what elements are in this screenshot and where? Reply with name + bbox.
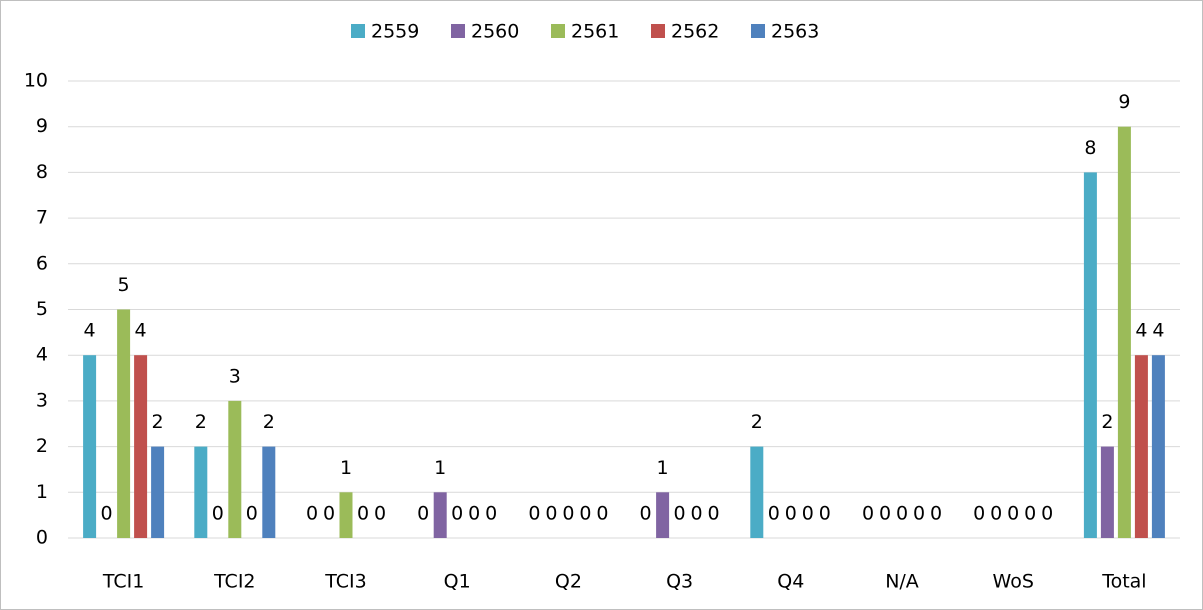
data-label: 0 (101, 503, 113, 525)
data-label: 0 (708, 503, 720, 525)
x-tick-label: Q2 (555, 571, 582, 593)
data-label: 0 (246, 503, 258, 525)
data-label: 4 (84, 320, 96, 342)
legend-label: 2561 (571, 21, 619, 43)
data-label: 0 (640, 503, 652, 525)
bar (1117, 126, 1131, 538)
x-tick-label: TCI3 (324, 571, 366, 593)
legend-swatch (551, 24, 565, 38)
data-label: 0 (1024, 503, 1036, 525)
data-label: 2 (195, 411, 207, 433)
data-label: 2 (152, 411, 164, 433)
bar (1083, 172, 1097, 538)
data-label: 0 (896, 503, 908, 525)
y-tick-label: 8 (36, 161, 48, 183)
data-label: 8 (1084, 137, 1096, 159)
y-tick-label: 0 (36, 527, 48, 549)
x-tick-label: N/A (885, 571, 919, 593)
y-tick-label: 9 (36, 115, 48, 137)
bar (83, 355, 97, 538)
data-label: 4 (1152, 320, 1164, 342)
data-label: 0 (691, 503, 703, 525)
x-tick-label: TCI1 (102, 571, 144, 593)
data-label: 0 (862, 503, 874, 525)
data-label: 0 (485, 503, 497, 525)
data-label: 0 (879, 503, 891, 525)
data-label: 0 (451, 503, 463, 525)
data-label: 0 (579, 503, 591, 525)
y-tick-label: 2 (36, 435, 48, 457)
x-tick-label: Q3 (666, 571, 693, 593)
x-tick-label: Q4 (777, 571, 804, 593)
bar (1134, 355, 1148, 538)
data-label: 0 (357, 503, 369, 525)
data-label: 2 (263, 411, 275, 433)
legend-swatch (351, 24, 365, 38)
data-label: 0 (785, 503, 797, 525)
y-tick-label: 4 (36, 344, 48, 366)
data-label: 0 (468, 503, 480, 525)
data-label: 0 (768, 503, 780, 525)
data-label: 0 (306, 503, 318, 525)
data-label: 0 (212, 503, 224, 525)
data-label: 5 (118, 274, 130, 296)
data-label: 1 (340, 457, 352, 479)
data-label: 0 (545, 503, 557, 525)
bar (262, 446, 276, 538)
data-label: 0 (562, 503, 574, 525)
bar (228, 400, 242, 538)
data-label: 0 (802, 503, 814, 525)
legend-label: 2562 (671, 21, 719, 43)
bar (194, 446, 208, 538)
legend-label: 2560 (471, 21, 519, 43)
data-label: 0 (417, 503, 429, 525)
data-label: 9 (1118, 91, 1130, 113)
legend-swatch (651, 24, 665, 38)
data-label: 0 (913, 503, 925, 525)
data-label: 0 (819, 503, 831, 525)
bar (134, 355, 148, 538)
data-label: 0 (1041, 503, 1053, 525)
data-label: 0 (990, 503, 1002, 525)
y-tick-label: 10 (24, 70, 48, 92)
data-label: 1 (434, 457, 446, 479)
bar (1151, 355, 1165, 538)
data-label: 4 (1135, 320, 1147, 342)
data-label: 0 (323, 503, 335, 525)
y-tick-label: 3 (36, 389, 48, 411)
data-label: 0 (374, 503, 386, 525)
x-tick-label: WoS (993, 571, 1034, 593)
bar (656, 492, 670, 538)
legend-label: 2559 (371, 21, 419, 43)
data-label: 0 (930, 503, 942, 525)
data-label: 3 (229, 365, 241, 387)
x-tick-label: Q1 (444, 571, 471, 593)
bar (750, 446, 764, 538)
data-label: 2 (1101, 411, 1113, 433)
data-label: 0 (528, 503, 540, 525)
bar (151, 446, 165, 538)
bar (1100, 446, 1114, 538)
y-tick-label: 1 (36, 481, 48, 503)
y-tick-label: 7 (36, 207, 48, 229)
x-tick-label: TCI2 (213, 571, 255, 593)
data-label: 0 (973, 503, 985, 525)
data-label: 0 (1007, 503, 1019, 525)
bar (339, 492, 353, 538)
legend-swatch (751, 24, 765, 38)
y-tick-label: 5 (36, 298, 48, 320)
bar (433, 492, 447, 538)
data-label: 0 (674, 503, 686, 525)
bar (117, 309, 131, 538)
data-label: 2 (751, 411, 763, 433)
data-label: 1 (657, 457, 669, 479)
data-label: 4 (135, 320, 147, 342)
legend-swatch (451, 24, 465, 38)
legend-label: 2563 (771, 21, 819, 43)
x-tick-label: Total (1101, 571, 1146, 593)
y-tick-label: 6 (36, 252, 48, 274)
data-label: 0 (596, 503, 608, 525)
